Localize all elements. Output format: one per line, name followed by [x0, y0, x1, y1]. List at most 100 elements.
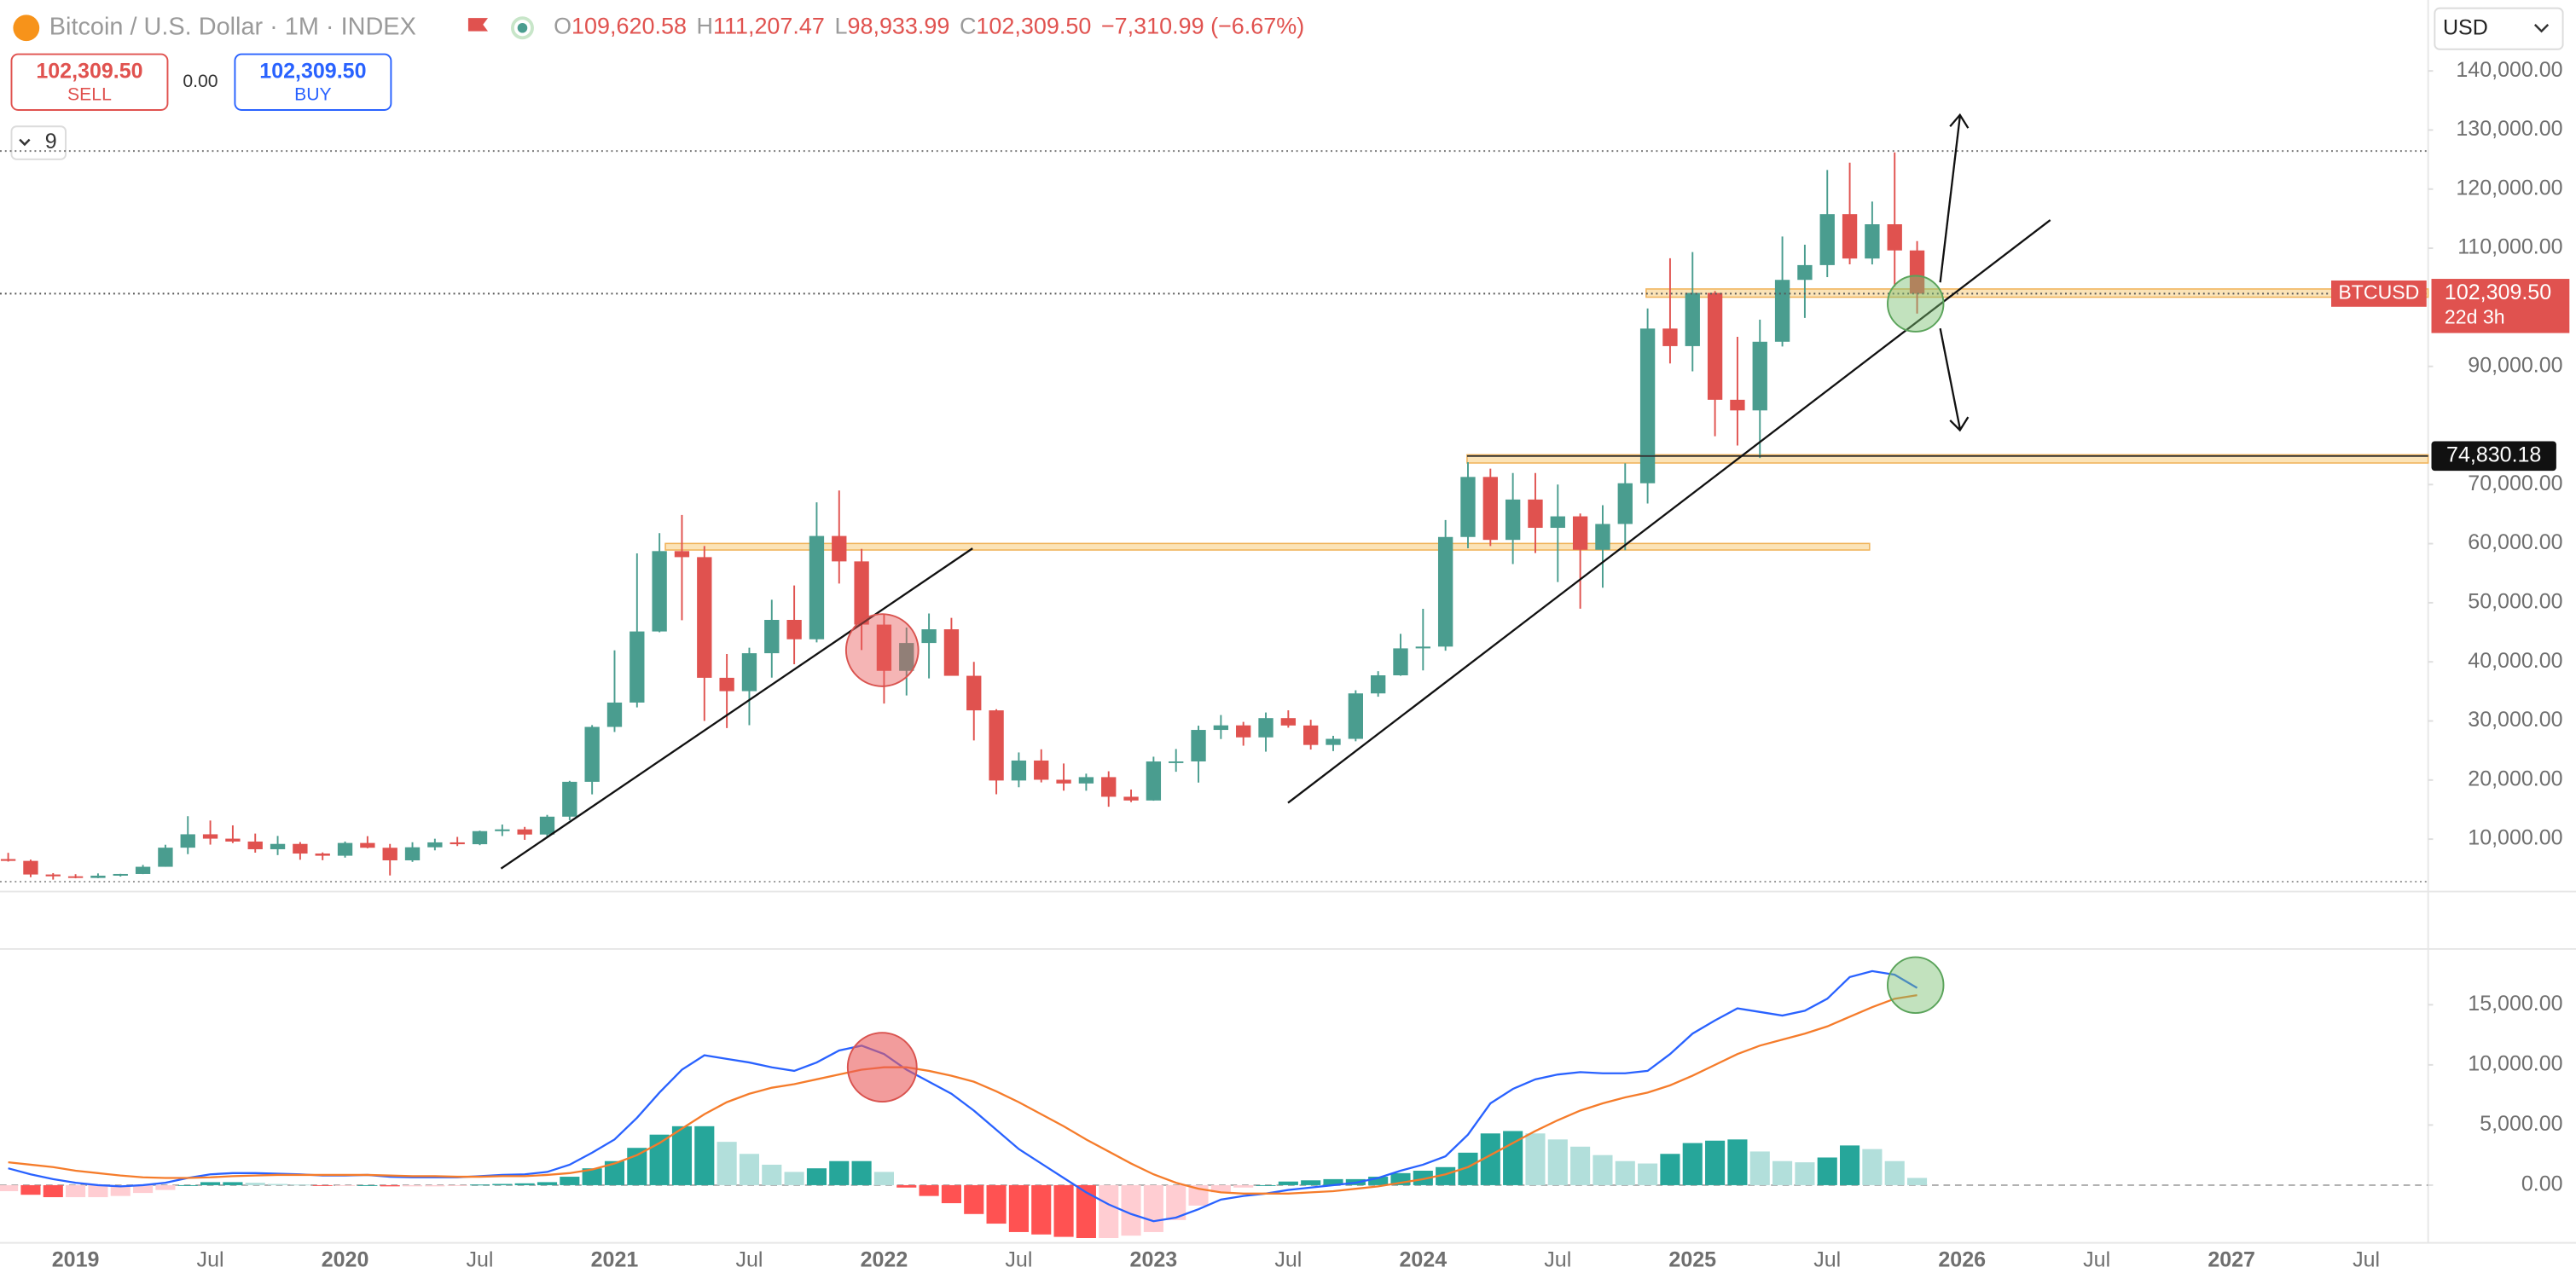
- x-tick-label: Jul: [1544, 1247, 1571, 1271]
- histogram-bar: [1210, 1184, 1231, 1193]
- sell-price: 102,309.50: [36, 59, 142, 83]
- sell-button[interactable]: [10, 53, 169, 111]
- buy-price: 102,309.50: [259, 59, 366, 83]
- candle-body: [809, 535, 825, 640]
- histogram-bar: [88, 1184, 108, 1198]
- histogram-bar: [806, 1168, 827, 1185]
- candle-body: [517, 829, 532, 835]
- highlight-circle: [1887, 956, 1945, 1015]
- histogram-bar: [1413, 1171, 1433, 1185]
- histogram-bar: [694, 1126, 715, 1185]
- histogram-bar: [537, 1182, 558, 1185]
- currency: USD: [2443, 15, 2488, 39]
- buy-button[interactable]: [234, 53, 392, 111]
- histogram-bar: [627, 1148, 647, 1185]
- histogram-bar: [896, 1184, 917, 1188]
- arrow-head: [1949, 416, 1970, 432]
- histogram-bar: [425, 1184, 445, 1187]
- ohlc-value: 98,933.99: [847, 14, 949, 39]
- chevron: [19, 138, 31, 147]
- y-tick-label: 90,000.00: [2468, 353, 2562, 377]
- histogram-bar: [851, 1160, 872, 1185]
- ohlc-value: 109,620.58: [571, 14, 687, 39]
- candle-body: [202, 834, 218, 839]
- histogram-bar: [1233, 1184, 1254, 1188]
- y-tick-label: 30,000.00: [2468, 708, 2562, 732]
- y-tick-label: 40,000.00: [2468, 649, 2562, 673]
- candle-body: [472, 830, 488, 845]
- histogram-bar: [1525, 1133, 1546, 1185]
- histogram-bar: [964, 1184, 984, 1214]
- candle-body: [1752, 341, 1767, 411]
- histogram-bar: [1772, 1160, 1793, 1185]
- histogram-bar: [1143, 1184, 1163, 1232]
- histogram-bar: [1008, 1184, 1029, 1232]
- y-tick-label: 140,000.00: [2456, 58, 2562, 82]
- histogram-bar: [1121, 1184, 1141, 1236]
- histogram-bar: [177, 1184, 198, 1186]
- x-tick-label: 2019: [52, 1247, 100, 1271]
- histogram-bar: [447, 1184, 467, 1186]
- histogram-bar: [469, 1184, 490, 1186]
- symbol-title[interactable]: Bitcoin / U.S. Dollar · 1M · INDEX: [49, 13, 416, 40]
- x-tick-label: 2024: [1399, 1247, 1447, 1271]
- ohlc-field: L: [834, 14, 847, 39]
- histogram-bar: [1076, 1184, 1096, 1238]
- candle-body: [1191, 730, 1206, 761]
- histogram-bar: [1840, 1145, 1860, 1185]
- x-tick-label: 2023: [1130, 1247, 1178, 1271]
- candle-body: [1280, 718, 1297, 726]
- histogram-bar: [582, 1168, 602, 1185]
- candle-body: [1707, 292, 1723, 400]
- x-tick-label: Jul: [197, 1247, 224, 1271]
- histogram-bar: [1436, 1166, 1456, 1185]
- candle-body: [1213, 725, 1229, 731]
- candle-body: [719, 677, 734, 692]
- drawings: [500, 113, 2051, 1103]
- x-tick-label: 2022: [861, 1247, 908, 1271]
- histogram-bar: [717, 1142, 737, 1185]
- candle-body: [1348, 693, 1363, 739]
- flag-icon[interactable]: [467, 18, 489, 32]
- candle-body: [674, 551, 690, 558]
- y-tick-label: 10,000.00: [2468, 1051, 2562, 1075]
- highlight-circle: [844, 613, 920, 687]
- histogram-bar: [1458, 1152, 1478, 1185]
- histogram-bar: [762, 1164, 782, 1185]
- histogram-bar: [20, 1184, 41, 1195]
- candle-body: [652, 551, 667, 632]
- histogram-bar: [312, 1184, 333, 1186]
- candle-body: [943, 629, 960, 676]
- y-tick-label: 130,000.00: [2456, 117, 2562, 141]
- candle-body: [180, 834, 195, 848]
- candle-body: [337, 842, 353, 856]
- candle-body: [404, 847, 421, 860]
- candle-body: [539, 816, 555, 835]
- trendline: [1287, 219, 2051, 804]
- histogram-bar: [1727, 1139, 1748, 1185]
- histogram-bar: [155, 1184, 176, 1190]
- indicators-toggle[interactable]: [10, 125, 67, 160]
- countdown: 22d 3h: [2445, 305, 2505, 327]
- candle-body: [45, 874, 61, 877]
- histogram-bar: [334, 1184, 356, 1186]
- x-tick-label: Jul: [2353, 1247, 2380, 1271]
- y-tick-label: 110,000.00: [2457, 235, 2562, 259]
- histogram-bar: [110, 1184, 131, 1196]
- y-tick-label: 0.00: [2521, 1172, 2563, 1196]
- change: −7,310.99 (−6.67%): [1101, 14, 1304, 39]
- currency-select[interactable]: [2434, 7, 2564, 50]
- ohlc-field: C: [960, 14, 976, 39]
- histogram-bar: [671, 1126, 693, 1185]
- highlight-circle: [1887, 275, 1945, 333]
- candle-body: [1865, 224, 1880, 259]
- histogram-bar: [1593, 1155, 1613, 1185]
- ohlc-field: O: [554, 14, 571, 39]
- candle-body: [697, 557, 712, 678]
- histogram-bar: [1166, 1184, 1186, 1220]
- candle-body: [832, 535, 847, 562]
- histogram-bar: [1749, 1151, 1770, 1185]
- candle-body: [1730, 399, 1745, 411]
- candle-body: [741, 653, 757, 692]
- y-tick-label: 15,000.00: [2468, 992, 2562, 1016]
